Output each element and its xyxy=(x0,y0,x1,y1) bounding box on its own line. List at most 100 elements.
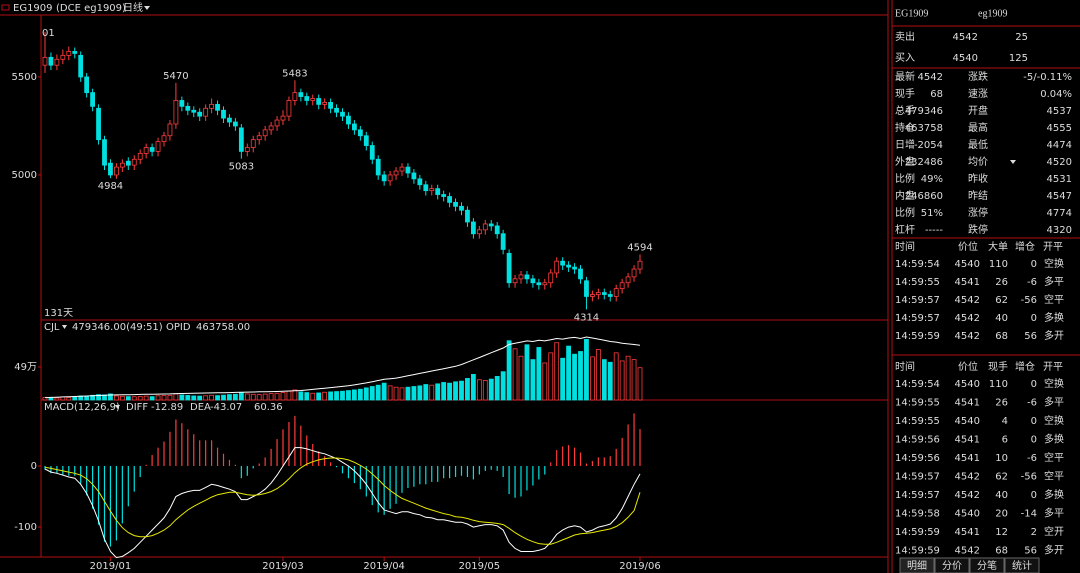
candle-body xyxy=(500,233,506,250)
quote-label: 比例 xyxy=(895,172,915,185)
candle-body xyxy=(524,274,530,280)
table-header: 增仓 xyxy=(1015,240,1035,253)
candle-body xyxy=(244,147,250,152)
candle-body xyxy=(84,76,90,94)
volume-bar xyxy=(334,391,339,401)
candle-body xyxy=(256,135,262,141)
tab-label[interactable]: 明细 xyxy=(907,559,927,572)
candle-body xyxy=(399,166,405,172)
table-cell: 空平 xyxy=(1044,470,1064,483)
quote-label: 日增 xyxy=(895,138,915,151)
candle-body xyxy=(114,166,119,176)
candle-body xyxy=(292,92,298,101)
tab[interactable] xyxy=(934,557,970,573)
candle-body xyxy=(197,111,203,117)
table-cell: -56 xyxy=(1021,295,1037,306)
volume-bar xyxy=(411,386,417,401)
volume-bar xyxy=(244,393,250,401)
x-tick-label: 2019/01 xyxy=(90,561,132,572)
tab-label[interactable]: 分笔 xyxy=(977,559,997,572)
quote-label: 内盘 xyxy=(895,189,915,202)
book-price: 4540 xyxy=(953,53,978,64)
volume-bar xyxy=(221,394,226,401)
volume-bar xyxy=(429,384,435,401)
dropdown-icon[interactable] xyxy=(144,6,150,10)
candle-body xyxy=(447,196,453,203)
table-cell: -14 xyxy=(1021,509,1037,520)
candle-body xyxy=(221,109,226,119)
table-cell: 空开 xyxy=(1044,525,1064,538)
table-cell: 空换 xyxy=(1044,257,1064,270)
table-header: 开平 xyxy=(1043,242,1063,253)
table-cell: 14:59:58 xyxy=(895,509,940,520)
volume-bar xyxy=(346,390,351,401)
volume-bar xyxy=(512,348,518,401)
volume-bar xyxy=(578,351,583,401)
dropdown-icon[interactable] xyxy=(115,405,120,409)
macd-line xyxy=(44,447,641,559)
quote-label: 最高 xyxy=(968,121,988,134)
candle-body xyxy=(322,102,328,105)
table-cell: 4540 xyxy=(955,379,980,390)
quote-label: 最新 xyxy=(895,70,915,83)
quote-label: 比例 xyxy=(895,206,915,219)
dropdown-icon[interactable] xyxy=(62,325,67,329)
dropdown-icon[interactable] xyxy=(1010,160,1016,164)
candle-body xyxy=(149,147,155,152)
candle-body xyxy=(441,194,447,197)
volume-bar xyxy=(488,378,494,401)
volume-bar xyxy=(363,387,369,401)
table-cell: 4542 xyxy=(955,313,980,324)
tab[interactable] xyxy=(1004,557,1040,573)
volume-bar xyxy=(453,381,458,401)
candle-body xyxy=(328,102,334,109)
volume-bar xyxy=(417,385,423,401)
histogram-value: 60.36 xyxy=(254,402,283,413)
candle-body xyxy=(470,221,476,235)
volume-bar xyxy=(304,392,310,401)
indicator-name[interactable]: MACD(12,26,9) xyxy=(44,402,120,413)
volume-bar xyxy=(149,396,155,401)
indicator-name[interactable]: CJL xyxy=(44,322,60,333)
candle-body xyxy=(554,260,560,274)
volume-bar xyxy=(310,392,316,401)
period[interactable]: 日线 xyxy=(123,1,143,14)
candle-body xyxy=(179,100,185,107)
candle-body xyxy=(613,288,619,297)
quote-value: 51% xyxy=(921,208,943,219)
candle-body xyxy=(465,209,470,223)
tab-label[interactable]: 分价 xyxy=(942,560,962,572)
volume-bar xyxy=(185,395,191,401)
candle-body xyxy=(387,174,393,182)
volume-bar xyxy=(423,384,429,401)
table-cell: 14:59:57 xyxy=(895,472,940,483)
table-cell: 14:59:55 xyxy=(895,277,940,288)
volume-bar xyxy=(607,361,613,401)
series-name: DIFF xyxy=(126,402,148,413)
volume-bar xyxy=(375,384,381,401)
volume-bar xyxy=(215,395,220,401)
volume-bar xyxy=(637,367,643,401)
table-cell: 多平 xyxy=(1044,275,1064,288)
volume-bar xyxy=(256,394,262,401)
candle-body xyxy=(137,152,143,160)
table-cell: 4540 xyxy=(955,416,980,427)
table-cell: 14:59:57 xyxy=(895,313,940,324)
candle-body xyxy=(637,260,643,270)
tab-label[interactable]: 统计 xyxy=(1012,559,1032,572)
candle-body xyxy=(72,51,78,54)
volume-bar xyxy=(292,389,298,401)
tab[interactable] xyxy=(899,557,935,573)
volume-bar xyxy=(203,395,209,401)
table-cell: 14:59:57 xyxy=(895,490,940,501)
volume-bar xyxy=(554,342,560,401)
table-header: 开平 xyxy=(1043,362,1063,373)
candle-body xyxy=(381,174,387,182)
volume-bar xyxy=(572,353,577,401)
x-tick-label: 2019/03 xyxy=(262,561,304,572)
volume-bar xyxy=(560,357,566,401)
volume-bar xyxy=(191,395,197,401)
tab[interactable] xyxy=(969,557,1005,573)
candle-body xyxy=(250,139,256,148)
